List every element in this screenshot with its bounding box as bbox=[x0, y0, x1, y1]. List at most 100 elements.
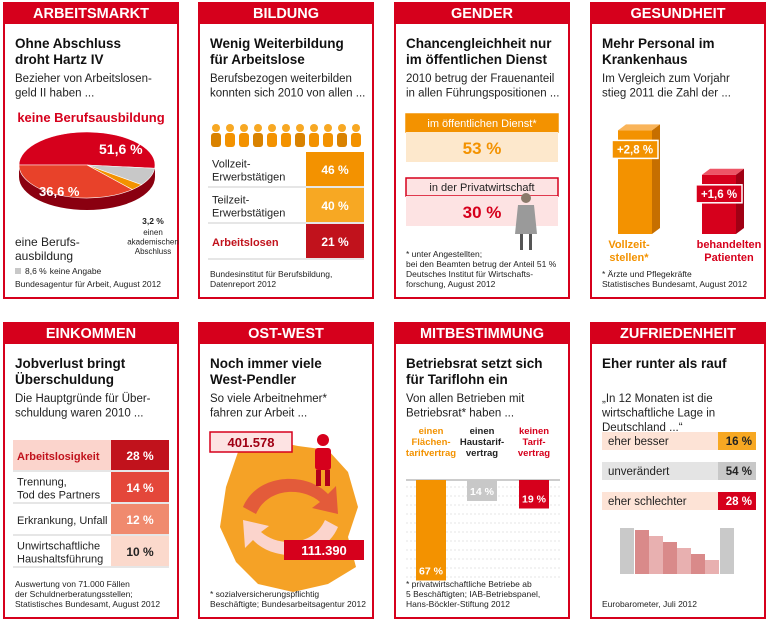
person-icon bbox=[324, 124, 332, 132]
panel-header: MITBESTIMMUNG bbox=[420, 326, 544, 342]
table-value-cell bbox=[111, 536, 169, 566]
bar-value: +1,6 % bbox=[701, 189, 737, 201]
bar-value-box bbox=[695, 184, 743, 204]
flow-box bbox=[209, 431, 293, 453]
box-value: 30 % bbox=[463, 203, 502, 222]
table-label-cell bbox=[13, 536, 111, 566]
box-value-band bbox=[406, 132, 558, 162]
table-row-label: Vollzeit-Erwerbstätigen bbox=[212, 159, 285, 184]
bar-value-box bbox=[611, 139, 659, 160]
figure bbox=[529, 234, 532, 250]
panel-header: ZUFRIEDENHEIT bbox=[620, 326, 736, 342]
option-band bbox=[602, 492, 718, 510]
panel-intro: 2010 betrug der Frauenanteil in allen Füh… bbox=[406, 73, 559, 100]
option-label: unverändert bbox=[608, 466, 670, 478]
table-value-cell bbox=[111, 440, 169, 470]
pie-value-label: 3,2 % bbox=[142, 216, 164, 226]
option-value-box bbox=[718, 492, 756, 510]
panel-intro: Von allen Betrieben mit Betriebsrat* habe… bbox=[406, 393, 525, 420]
panel-intro: Die Hauptgründe für Über-schuldung waren… bbox=[15, 393, 151, 420]
panel-source: Eurobarometer, Juli 2012 bbox=[602, 599, 697, 609]
column-bar bbox=[467, 480, 497, 501]
table-row-label: Teilzeit-Erwerbstätigen bbox=[212, 195, 285, 220]
column-value: 14 % bbox=[470, 486, 495, 498]
panel-header: OST-WEST bbox=[248, 326, 324, 342]
person-icon bbox=[225, 133, 235, 147]
pie-slice bbox=[18, 164, 133, 199]
pie-value-label: 51,6 % bbox=[99, 141, 143, 157]
figure bbox=[520, 234, 523, 250]
stairs bbox=[691, 554, 705, 574]
bar bbox=[702, 174, 736, 234]
panel-source: Bundesinstitut für Berufsbildung, Datenre… bbox=[210, 269, 332, 289]
column-label: einen Haustarif-vertrag bbox=[460, 426, 504, 459]
option-value: 16 % bbox=[726, 436, 752, 448]
panel: EINKOMMEN Jobverlust bringt Überschuldung D… bbox=[3, 322, 179, 619]
panel-source: * unter Angestellten; bei den Beamten bet… bbox=[406, 249, 557, 289]
figure bbox=[316, 470, 321, 486]
table-label-cell bbox=[13, 440, 111, 470]
panel: OST-WEST Noch immer viele West-Pendler So v… bbox=[198, 322, 374, 619]
panel-header-bar bbox=[3, 2, 179, 24]
column-bar bbox=[519, 480, 549, 509]
person-icon bbox=[268, 124, 276, 132]
table-value-cell bbox=[111, 472, 169, 502]
person-icon bbox=[309, 133, 319, 147]
panel: MITBESTIMMUNG Betriebsrat setzt sich für T… bbox=[394, 322, 570, 619]
panel-header: BILDUNG bbox=[253, 6, 319, 22]
panel-header-bar bbox=[394, 322, 570, 344]
panel: GESUNDHEIT Mehr Personal im Krankenhaus Im … bbox=[590, 2, 766, 299]
panel-header-bar bbox=[3, 322, 179, 344]
panel-title: Chancengleichheit nur im öffentlichen Die… bbox=[406, 36, 552, 67]
pie-value-label: 36,6 % bbox=[39, 184, 80, 199]
option-band bbox=[602, 462, 718, 480]
table-value: 12 % bbox=[126, 513, 154, 527]
person-icon bbox=[212, 124, 220, 132]
person-icon bbox=[310, 124, 318, 132]
stairs bbox=[663, 542, 677, 574]
legend-value: 8,6 % bbox=[25, 266, 47, 276]
person-icon bbox=[282, 124, 290, 132]
stairs bbox=[649, 536, 663, 574]
table-label-cell bbox=[13, 504, 111, 534]
table-label-cell bbox=[208, 152, 306, 186]
table-row-label: Arbeitslosen bbox=[212, 237, 279, 249]
column-value: 67 % bbox=[419, 566, 444, 578]
figure bbox=[315, 448, 331, 470]
panel-header: GENDER bbox=[451, 6, 514, 22]
option-band bbox=[602, 432, 718, 450]
panel: ZUFRIEDENHEIT Eher runter als rauf „In 12 … bbox=[590, 322, 766, 619]
legend-label: keine Angabe bbox=[50, 266, 102, 276]
table-row-label: Unwirtschaftliche Haushaltsführung bbox=[17, 541, 103, 566]
panel-header-bar bbox=[394, 2, 570, 24]
panel-title: Wenig Weiterbildung für Arbeitslose bbox=[210, 36, 344, 67]
person-icon bbox=[295, 133, 305, 147]
flow-box bbox=[284, 540, 364, 560]
table-row-label: Trennung, Tod des Partners bbox=[17, 477, 101, 502]
table-label-cell bbox=[13, 472, 111, 502]
panel-header-bar bbox=[198, 322, 374, 344]
person-icon bbox=[239, 133, 249, 147]
pie-slice bbox=[18, 131, 156, 169]
person-icon bbox=[254, 124, 262, 132]
column-label: einen Flächen-tarifvertrag bbox=[406, 426, 456, 459]
bar-top bbox=[618, 124, 660, 131]
panel: ARBEITSMARKT Ohne Abschluss droht Hartz IV… bbox=[3, 2, 179, 299]
figure bbox=[325, 470, 330, 486]
table-label-cell bbox=[208, 224, 306, 258]
panel-title: Betriebsrat setzt sich für Tariflohn ein bbox=[406, 356, 543, 387]
legend-entry: 8,6 % keine Angabe bbox=[25, 266, 102, 276]
person-icon bbox=[296, 124, 304, 132]
pie-label: eine Berufs-ausbildung bbox=[15, 235, 80, 263]
option-value-box bbox=[718, 432, 756, 450]
panel-source: Auswertung von 71.000 Fällen der Schuldne… bbox=[15, 579, 160, 609]
stairs bbox=[677, 548, 691, 574]
person-icon bbox=[267, 133, 277, 147]
person-icon bbox=[211, 133, 221, 147]
option-value: 28 % bbox=[726, 496, 752, 508]
panel-header-bar bbox=[590, 322, 766, 344]
table-value-cell bbox=[111, 504, 169, 534]
person-icon bbox=[240, 124, 248, 132]
